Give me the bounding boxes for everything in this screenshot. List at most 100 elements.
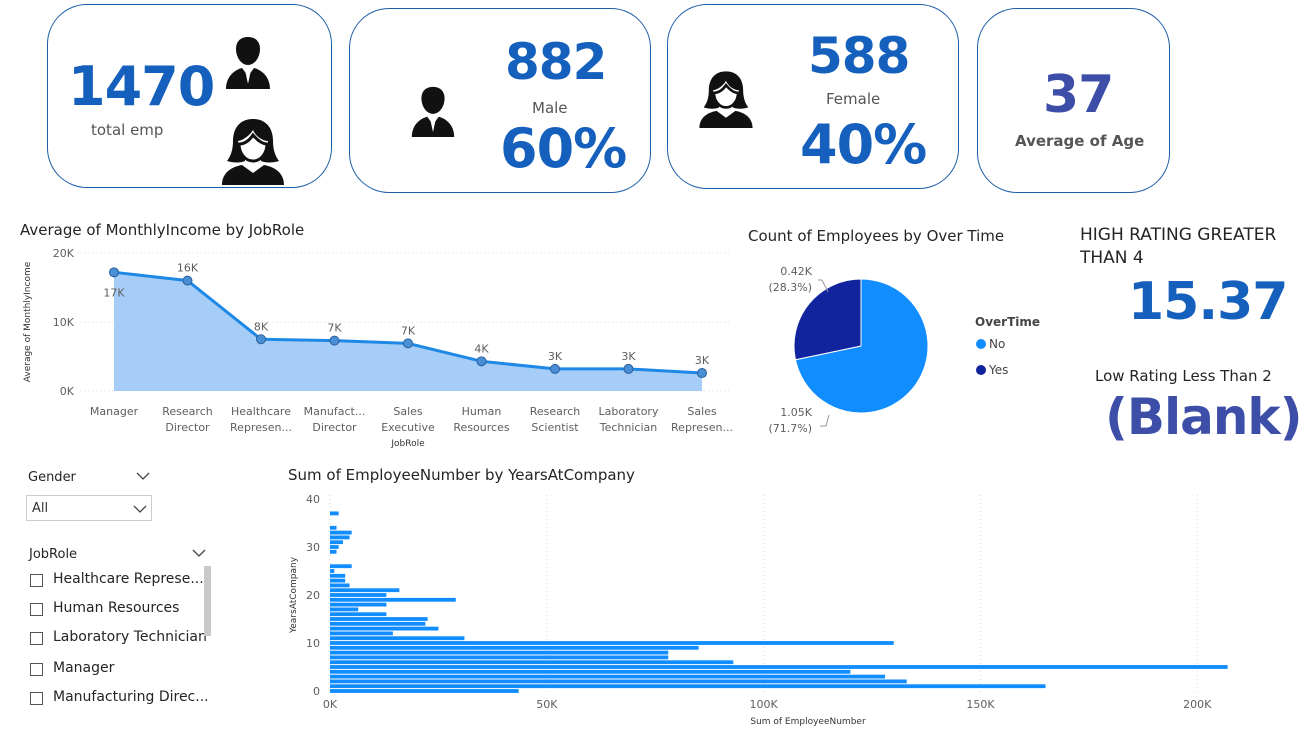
income-point[interactable] [109, 267, 119, 278]
x-tick-label: Manufact... [304, 405, 366, 418]
data-label: 3K [695, 354, 710, 367]
year-bar[interactable] [330, 597, 456, 602]
legend-item[interactable]: No [989, 337, 1005, 351]
jobrole-checkbox[interactable] [30, 603, 43, 616]
income-point[interactable] [256, 334, 266, 345]
income-point[interactable] [329, 335, 340, 346]
chevron-down-icon[interactable] [136, 471, 150, 481]
year-bar[interactable] [330, 645, 699, 650]
year-bar[interactable] [330, 511, 339, 516]
jobrole-checkbox[interactable] [30, 663, 43, 676]
pie-label-yes-pct: (28.3%) [768, 281, 812, 294]
data-label: 7K [401, 324, 416, 337]
year-bar[interactable] [330, 578, 346, 583]
year-bar[interactable] [330, 621, 426, 626]
year-bar[interactable] [330, 588, 400, 593]
year-bar[interactable] [330, 684, 1046, 689]
income-point[interactable] [476, 356, 487, 367]
year-bar[interactable] [330, 593, 387, 597]
year-bar[interactable] [330, 607, 359, 612]
high-rating-value: 15.37 [1128, 272, 1288, 332]
x-tick-label: Represen... [230, 421, 292, 434]
x-tick-label: 200K [1183, 698, 1212, 711]
gender-dropdown[interactable]: All [26, 495, 152, 521]
year-bar[interactable] [330, 549, 337, 554]
year-bar[interactable] [330, 525, 337, 530]
data-label: 4K [474, 342, 489, 355]
y-tick-label: 40 [306, 493, 320, 506]
year-bar[interactable] [330, 535, 350, 540]
years-bar-chart[interactable]: 0K 50K 100K 150K 200K 0 10 20 30 40 Sum of Employe… [280, 488, 1290, 728]
data-label: 3K [548, 350, 563, 363]
average-age-label: Average of Age [1015, 132, 1145, 150]
jobrole-item-label[interactable]: Human Resources [53, 600, 180, 616]
slicer-scrollbar[interactable] [204, 566, 211, 636]
year-bar[interactable] [330, 674, 886, 679]
y-tick-label: 10K [53, 316, 75, 329]
pie-slice-no[interactable] [794, 278, 929, 414]
pie-label-no-value: 1.05K [780, 406, 812, 419]
jobrole-item-label[interactable]: Laboratory Technician [53, 629, 207, 645]
overtime-pie-chart[interactable]: 1.05K (71.7%) 0.42K (28.3%) OverTime No Yes [740, 250, 1070, 450]
year-bar[interactable] [330, 626, 439, 631]
x-tick-label: Resources [453, 421, 509, 434]
year-bar[interactable] [330, 573, 346, 578]
gender-selected-value: All [32, 501, 49, 516]
chevron-down-icon [133, 505, 147, 513]
jobrole-checkbox[interactable] [30, 574, 43, 587]
year-bar[interactable] [330, 530, 352, 535]
year-bar[interactable] [330, 564, 352, 569]
x-tick-label: Director [312, 421, 357, 434]
y-axis-title: Average of MonthlyIncome [23, 261, 33, 382]
year-bar[interactable] [330, 665, 1228, 669]
x-axis-title: Sum of EmployeeNumber [750, 717, 866, 727]
year-bar[interactable] [330, 660, 734, 665]
x-tick-label: 150K [966, 698, 995, 711]
year-bar[interactable] [330, 641, 894, 645]
y-tick-label: 20 [306, 589, 320, 602]
year-bar[interactable] [330, 650, 669, 655]
y-tick-label: 10 [306, 637, 320, 650]
x-tick-label: Sales [393, 405, 423, 418]
pie-slice-yes[interactable] [793, 278, 862, 361]
pie-label-yes-value: 0.42K [780, 265, 812, 278]
x-axis-title: JobRole [390, 439, 425, 449]
year-bar[interactable] [330, 631, 393, 636]
jobrole-checkbox[interactable] [30, 692, 43, 705]
jobrole-checkbox[interactable] [30, 632, 43, 645]
income-point[interactable] [403, 338, 413, 349]
year-bar[interactable] [330, 540, 344, 545]
year-bar[interactable] [330, 545, 339, 549]
year-bar[interactable] [330, 655, 669, 660]
x-tick-label: Director [165, 421, 210, 434]
year-bar[interactable] [330, 617, 428, 621]
jobrole-item-label[interactable]: Manager [53, 660, 115, 676]
jobrole-item-label[interactable]: Healthcare Represe... [53, 571, 204, 587]
total-employees-card: 1470 total emp [47, 4, 332, 188]
jobrole-item-label[interactable]: Manufacturing Direc... [53, 689, 209, 705]
low-rating-title: Low Rating Less Than 2 [1095, 367, 1272, 385]
year-bar[interactable] [330, 612, 387, 617]
income-point[interactable] [550, 363, 560, 374]
jobrole-slicer-title: JobRole [29, 547, 78, 562]
income-point[interactable] [182, 275, 193, 286]
year-bar[interactable] [330, 636, 465, 641]
chevron-down-icon[interactable] [192, 548, 206, 558]
income-chart-title: Average of MonthlyIncome by JobRole [20, 221, 305, 239]
income-area-chart[interactable]: 0K 10K 20K 17K Manager 16K Research Director 8K H… [0, 240, 740, 455]
year-bar[interactable] [330, 679, 907, 684]
high-rating-title-line1: HIGH RATING GREATER [1080, 225, 1277, 245]
year-bar[interactable] [330, 689, 519, 693]
female-card: 588 Female 40% [667, 4, 959, 189]
year-bar[interactable] [330, 669, 851, 674]
average-age-card: 37 Average of Age [977, 8, 1170, 193]
legend-item[interactable]: Yes [988, 363, 1008, 377]
income-point[interactable] [623, 363, 634, 374]
year-bar[interactable] [330, 569, 335, 573]
year-bar[interactable] [330, 602, 387, 607]
leader-line [820, 414, 830, 427]
female-label: Female [826, 90, 881, 108]
income-point[interactable] [697, 368, 707, 379]
year-bar[interactable] [330, 583, 350, 588]
male-icon [411, 86, 455, 137]
